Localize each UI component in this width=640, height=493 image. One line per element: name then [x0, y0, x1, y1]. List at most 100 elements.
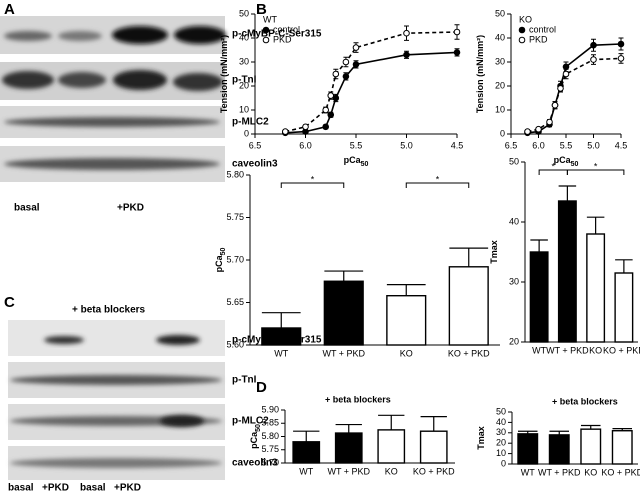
y-tick-label: 50: [239, 8, 249, 18]
point: [327, 92, 335, 99]
axis-label-main: Tmax: [476, 426, 486, 450]
bar: [448, 266, 489, 346]
point: [535, 125, 542, 133]
legend-marker: [262, 26, 270, 34]
x-tick-label: 6.0: [299, 140, 312, 150]
error-bar: [586, 216, 605, 234]
point: [562, 70, 570, 78]
point: [590, 56, 597, 63]
axis-label-main: Tension (mN/mm²): [219, 35, 229, 113]
bar: [517, 433, 539, 465]
legend-label: control: [529, 24, 556, 34]
point: [551, 101, 559, 109]
series-line: [527, 57, 622, 133]
bar: [292, 441, 321, 464]
point: [327, 111, 335, 119]
legend-title: WT: [263, 14, 277, 24]
y-tick-label: 10: [495, 104, 505, 114]
axis-label-main: pCa: [214, 254, 224, 272]
y-tick-label: 10: [496, 448, 506, 458]
error-bar: [335, 423, 362, 434]
point: [617, 55, 625, 62]
y-tick-label: 40: [496, 417, 506, 427]
point: [590, 41, 597, 49]
blot-title: + beta blockers: [72, 305, 146, 316]
x-tick-label: 5.0: [587, 140, 600, 150]
bar: [377, 429, 406, 464]
y-tick-label: 30: [509, 276, 519, 286]
panel-label: B: [256, 1, 267, 18]
lane-label: +PKD: [117, 203, 144, 214]
axis-label-main: pCa: [554, 155, 572, 165]
bracket-label: *: [594, 161, 598, 171]
axis-label: pCa50: [554, 155, 579, 167]
point: [524, 128, 531, 135]
blot-label: p-TnI: [232, 375, 257, 386]
axis-label: pCa50: [214, 247, 226, 272]
point: [322, 123, 330, 131]
bar: [586, 233, 606, 343]
bar: [548, 434, 570, 465]
legend-marker: [518, 26, 526, 34]
x-tick-label: 5.5: [350, 140, 363, 150]
bar: [614, 272, 634, 343]
point: [453, 28, 461, 36]
point: [453, 49, 461, 56]
point: [302, 123, 309, 131]
y-tick-label: 30: [495, 56, 505, 66]
x-tick-label: KO: [589, 345, 602, 355]
axis-label-main: pCa: [344, 155, 362, 165]
y-tick-label: 5.70: [226, 254, 244, 264]
x-tick-label: 6.0: [532, 140, 545, 150]
bar: [419, 430, 448, 464]
y-tick-label: 5.70: [261, 457, 279, 467]
axis-label-main: Tmax: [489, 240, 499, 264]
y-tick-label: 5.60: [226, 339, 244, 349]
y-tick-label: 20: [509, 336, 519, 346]
point: [342, 73, 350, 80]
error-bar: [558, 185, 577, 201]
legend-label: PKD: [273, 34, 292, 44]
x-tick-label: WT + PKD: [538, 467, 581, 477]
series-line: [527, 43, 622, 134]
x-tick-label: KO + PKD: [601, 467, 640, 477]
legend-label: control: [273, 24, 300, 34]
point: [282, 128, 289, 135]
series-line: [285, 51, 458, 134]
point: [352, 44, 360, 51]
series-line: [285, 31, 458, 133]
y-tick-label: 40: [495, 32, 505, 42]
point: [342, 58, 350, 66]
x-tick-label: KO + PKD: [603, 345, 640, 355]
x-tick-label: KO + PKD: [413, 466, 455, 476]
bracket-label: *: [436, 174, 440, 184]
y-tick-label: 50: [496, 406, 506, 416]
error-bar: [615, 259, 633, 273]
x-tick-label: WT: [299, 466, 313, 476]
x-tick-label: WT + PKD: [322, 348, 365, 358]
blot-label: caveolin3: [232, 458, 278, 469]
y-tick-label: 20: [496, 438, 506, 448]
axis-label-sub: 50: [361, 161, 369, 168]
panel-label: D: [256, 379, 267, 396]
x-tick-label: 5.5: [560, 140, 573, 150]
x-tick-label: WT + PKD: [327, 466, 370, 476]
panel-label: A: [4, 1, 15, 18]
x-tick-label: KO: [584, 467, 597, 477]
legend-title: KO: [519, 14, 532, 24]
point: [322, 106, 330, 114]
y-tick-label: 40: [509, 216, 519, 226]
y-tick-label: 40: [239, 32, 249, 42]
axis-label: Tmax: [476, 426, 486, 450]
bracket: [405, 182, 470, 188]
bar: [580, 428, 602, 465]
legend-marker: [518, 36, 526, 44]
bracket: [280, 182, 345, 188]
point: [617, 40, 625, 48]
blot-label: p-MLC2: [232, 416, 269, 427]
y-tick-label: 10: [239, 104, 249, 114]
panel-label: C: [4, 294, 15, 311]
error-bar: [420, 416, 447, 432]
x-tick-label: WT: [532, 345, 546, 355]
